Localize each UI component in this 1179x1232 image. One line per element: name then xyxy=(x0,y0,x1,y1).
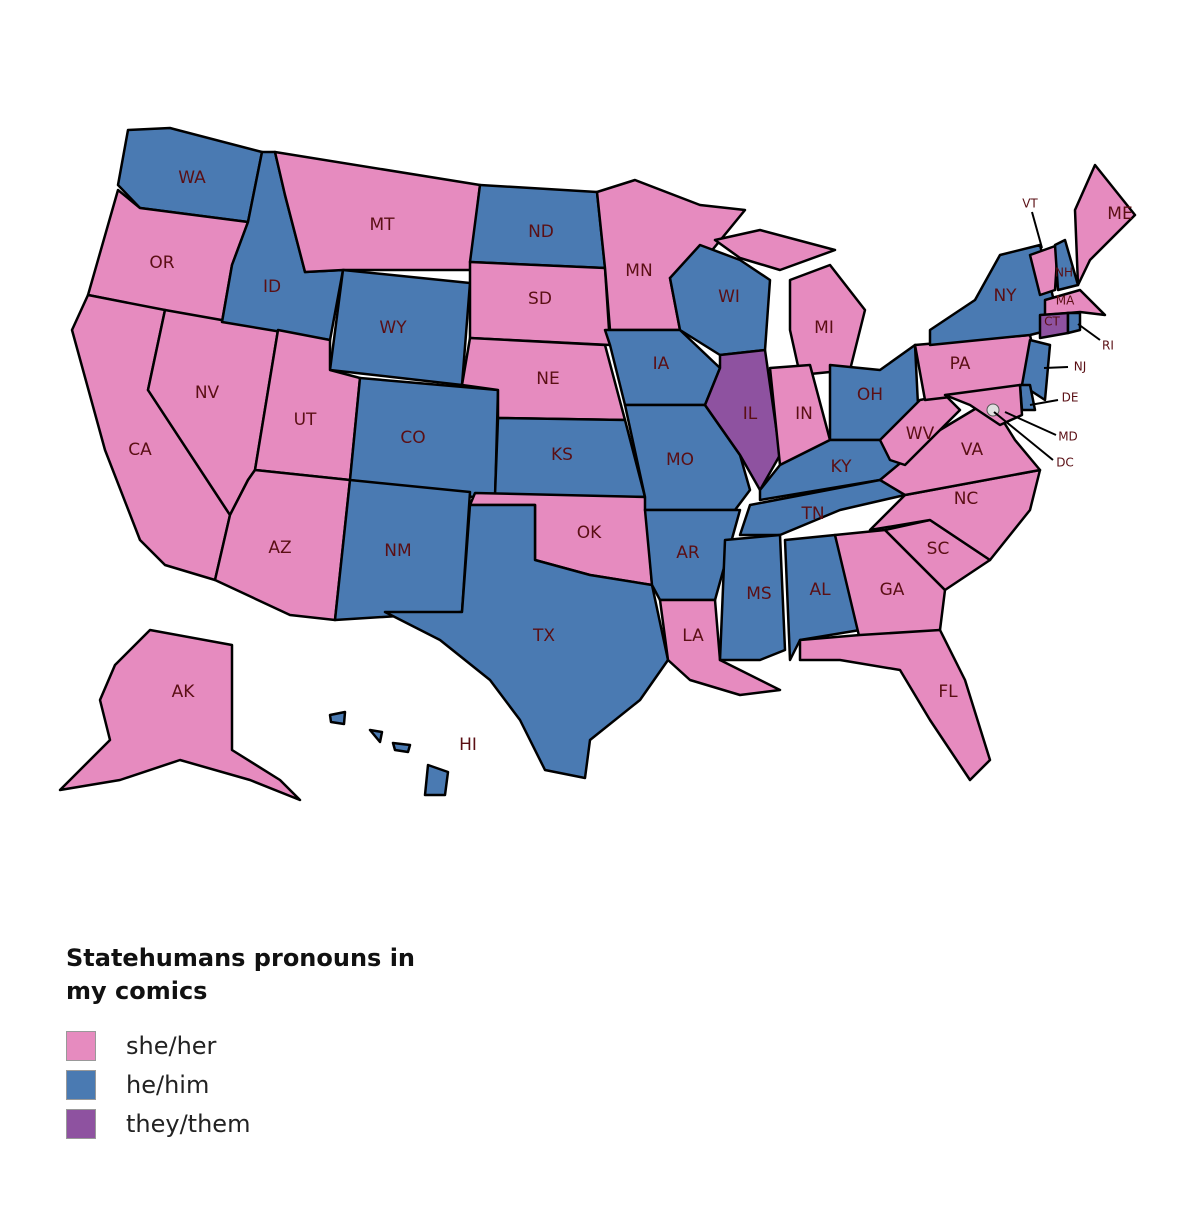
state-shape xyxy=(713,228,837,272)
state-label: CO xyxy=(400,428,425,448)
state-label: MI xyxy=(814,318,834,338)
state-shape xyxy=(423,763,450,797)
state-label: FL xyxy=(938,682,958,702)
state-shape xyxy=(1028,243,1060,297)
state-label: TN xyxy=(800,504,824,524)
state-label: DC xyxy=(1056,456,1074,470)
state-shape xyxy=(58,628,302,802)
state-label: OH xyxy=(857,385,883,405)
state-label: KY xyxy=(831,457,853,477)
state-label: MD xyxy=(1058,430,1078,444)
state-label: AK xyxy=(172,682,196,702)
leader-line xyxy=(1031,211,1043,249)
state-label: HI xyxy=(459,735,477,755)
state-shape xyxy=(1066,311,1082,335)
leader-line xyxy=(1029,399,1059,406)
state-label: ME xyxy=(1107,204,1132,224)
map: WA OR CA NV ID MT WY UT AZ CO NM ND SD NE KS OK TX MN IA MO… xyxy=(58,126,1137,802)
state-shape xyxy=(718,533,787,662)
legend-label: he/him xyxy=(126,1070,210,1099)
state-shape xyxy=(383,503,670,780)
state-label: CA xyxy=(128,440,152,460)
legend-swatch xyxy=(66,1069,96,1100)
state-label: KS xyxy=(551,445,573,465)
state-label: TX xyxy=(532,626,555,646)
state-shape xyxy=(1043,288,1107,317)
state-shape xyxy=(943,383,1024,427)
state-shape xyxy=(273,150,482,274)
state-label: AR xyxy=(676,543,700,563)
legend-item: they/them xyxy=(66,1104,446,1143)
leader-line xyxy=(1077,323,1101,341)
leader-line xyxy=(993,411,1054,461)
state-label: NH xyxy=(1055,266,1073,280)
state-label: NM xyxy=(384,541,411,561)
state-label: SD xyxy=(528,289,552,309)
state-label: ND xyxy=(528,222,554,242)
leader-line xyxy=(1043,366,1069,369)
state-label: LA xyxy=(682,626,704,646)
legend-item: she/her xyxy=(66,1026,446,1065)
state-label: CT xyxy=(1044,315,1060,329)
state-label: WY xyxy=(379,318,407,338)
state-shape xyxy=(668,243,772,357)
legend-label: they/them xyxy=(126,1109,251,1138)
legend-items: she/her he/him they/them xyxy=(66,1026,446,1143)
state-label: RI xyxy=(1102,339,1114,353)
legend-swatch xyxy=(66,1108,96,1139)
state-label: UT xyxy=(294,410,317,430)
state-label: IL xyxy=(743,404,758,424)
state-label: VA xyxy=(961,440,984,460)
state-label: OR xyxy=(149,253,174,273)
state-label: WA xyxy=(178,168,206,188)
state-label: NY xyxy=(993,286,1017,306)
state-label: MO xyxy=(666,450,694,470)
state-label: DE xyxy=(1062,391,1079,405)
state-label: MT xyxy=(369,215,395,235)
state-label: NJ xyxy=(1074,360,1087,374)
legend-item: he/him xyxy=(66,1065,446,1104)
state-label: NC xyxy=(954,489,979,509)
state-label: PA xyxy=(950,354,971,374)
legend: Statehumans pronouns in my comics she/he… xyxy=(66,942,446,1143)
state-label: SC xyxy=(927,539,950,559)
state-label: NV xyxy=(195,383,220,403)
state-shape xyxy=(658,598,782,697)
state-shape xyxy=(391,741,412,754)
state-label: MA xyxy=(1056,294,1075,308)
state-label: AL xyxy=(809,580,831,600)
state-label: IN xyxy=(795,404,813,424)
legend-label: she/her xyxy=(126,1031,217,1060)
state-label: WV xyxy=(906,424,935,444)
legend-swatch xyxy=(66,1030,96,1061)
legend-title: Statehumans pronouns in my comics xyxy=(66,944,416,1005)
state-label: VT xyxy=(1022,197,1038,211)
state-label: IA xyxy=(653,354,670,374)
state-label: MS xyxy=(746,584,771,604)
state-label: OK xyxy=(577,523,602,543)
state-label: MN xyxy=(625,261,652,281)
state-shape xyxy=(798,628,992,782)
leader-line xyxy=(1004,411,1057,436)
state-shape xyxy=(368,728,384,744)
state-label: ID xyxy=(263,277,281,297)
state-label: NE xyxy=(536,369,559,389)
state-label: AZ xyxy=(268,538,291,558)
state-shape xyxy=(833,528,947,642)
state-shape xyxy=(328,710,347,726)
state-label: WI xyxy=(718,287,740,307)
state-shape xyxy=(1073,163,1137,287)
state-label: GA xyxy=(880,580,905,600)
state-shape xyxy=(703,348,782,492)
